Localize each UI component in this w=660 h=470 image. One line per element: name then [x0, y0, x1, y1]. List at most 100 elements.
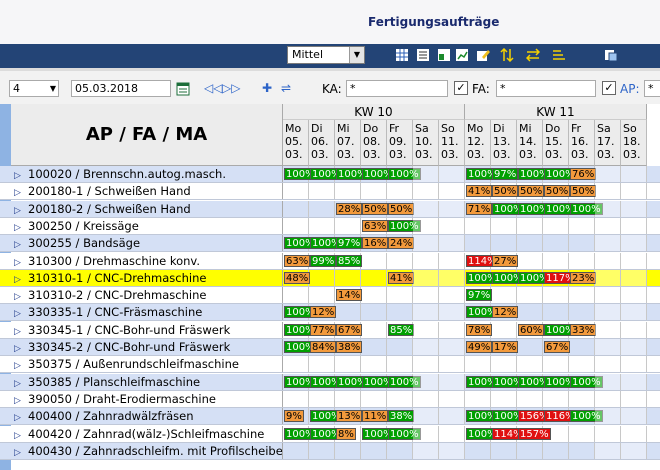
load-cell[interactable]: 100%: [569, 373, 603, 390]
load-cell[interactable]: [387, 304, 413, 321]
load-cell[interactable]: [439, 183, 465, 200]
load-cell[interactable]: [621, 217, 647, 234]
load-cell[interactable]: 50%: [361, 200, 389, 217]
load-cell[interactable]: 12%: [309, 304, 337, 321]
load-cell[interactable]: [569, 390, 595, 407]
expand-arrow-icon[interactable]: ▷: [14, 188, 21, 199]
count-select[interactable]: 4 ▼: [9, 80, 59, 97]
load-cell[interactable]: [595, 235, 621, 252]
load-cell[interactable]: [413, 390, 439, 407]
load-cell[interactable]: [595, 304, 621, 321]
list-view-icon[interactable]: [416, 48, 430, 62]
load-cell[interactable]: [413, 304, 439, 321]
load-cell[interactable]: 100%: [491, 373, 525, 390]
table-row[interactable]: ▷ 310300 / Drehmaschine konv. 63% 99% 85% 114…: [0, 252, 660, 270]
load-cell[interactable]: 50%: [387, 200, 415, 217]
day-header[interactable]: Mi 14. 03.: [517, 120, 543, 166]
load-cell[interactable]: [517, 287, 543, 304]
load-cell[interactable]: [517, 442, 543, 459]
load-cell[interactable]: [621, 373, 647, 390]
load-cell[interactable]: 100%: [543, 200, 577, 217]
zoom-select[interactable]: Mittel ▼: [287, 46, 365, 64]
load-cell[interactable]: [621, 321, 647, 338]
load-cell[interactable]: 100%: [465, 408, 499, 425]
expand-arrow-icon[interactable]: ▷: [14, 326, 21, 337]
table-row[interactable]: ▷ 400400 / Zahnradwälzfräsen 9% 100% 13% 11% 3…: [0, 408, 660, 426]
load-cell[interactable]: 100%: [491, 269, 525, 286]
load-cell[interactable]: 100%: [465, 269, 499, 286]
row-label[interactable]: ▷ 350385 / Planschleifmaschine: [11, 373, 283, 390]
load-cell[interactable]: 100%: [309, 425, 343, 442]
load-cell[interactable]: 85%: [335, 252, 363, 269]
table-row[interactable]: ▷ 310310-1 / CNC-Drehmaschine 48% 41% 100% 10…: [0, 269, 660, 287]
expand-arrow-icon[interactable]: ▷: [14, 292, 21, 303]
load-cell[interactable]: 60%: [517, 321, 545, 338]
table-row[interactable]: ▷ 350385 / Planschleifmaschine 100% 100% 100…: [0, 373, 660, 391]
load-cell[interactable]: [543, 287, 569, 304]
load-cell[interactable]: 63%: [361, 217, 389, 234]
load-cell[interactable]: 100%: [283, 321, 317, 338]
date-input[interactable]: 05.03.2018: [71, 80, 171, 97]
load-cell[interactable]: [361, 287, 387, 304]
expand-arrow-icon[interactable]: ▷: [14, 309, 21, 320]
load-cell[interactable]: [335, 217, 361, 234]
load-cell[interactable]: [595, 252, 621, 269]
load-cell[interactable]: 84%: [309, 339, 337, 355]
load-cell[interactable]: [491, 356, 517, 373]
load-cell[interactable]: [413, 425, 439, 442]
load-cell[interactable]: [309, 390, 335, 407]
load-cell[interactable]: 17%: [491, 339, 519, 355]
align-lines-icon[interactable]: [552, 48, 566, 62]
load-cell[interactable]: 38%: [387, 408, 415, 425]
load-cell[interactable]: [621, 408, 647, 425]
load-cell[interactable]: [517, 304, 543, 321]
load-cell[interactable]: [517, 339, 543, 355]
table-row[interactable]: ▷ 330345-2 / CNC-Bohr-und Fräswerk 100% 84%…: [0, 339, 660, 356]
calendar-view-icon[interactable]: [437, 48, 451, 62]
load-cell[interactable]: 12%: [491, 304, 519, 321]
load-cell[interactable]: 33%: [569, 321, 597, 338]
export-icon[interactable]: [604, 48, 618, 62]
load-cell[interactable]: [569, 356, 595, 373]
expand-arrow-icon[interactable]: ▷: [14, 205, 21, 216]
load-cell[interactable]: 100%: [335, 166, 369, 182]
load-cell[interactable]: 114%: [491, 425, 525, 442]
load-cell[interactable]: [283, 183, 309, 200]
load-cell[interactable]: [283, 442, 309, 459]
load-cell[interactable]: [543, 390, 569, 407]
load-cell[interactable]: [335, 183, 361, 200]
load-cell[interactable]: [569, 425, 595, 442]
expand-icon[interactable]: ✚: [262, 81, 273, 95]
load-cell[interactable]: [569, 252, 595, 269]
load-cell[interactable]: 100%: [387, 425, 421, 442]
load-cell[interactable]: 100%: [283, 425, 317, 442]
table-row[interactable]: ▷ 200180-1 / Schweißen Hand 41% 50% 50% 50% 50…: [0, 183, 660, 201]
table-row[interactable]: ▷ 100020 / Brennschn.autog.masch. 100% 100%…: [0, 166, 660, 183]
load-cell[interactable]: 13%: [335, 408, 363, 425]
load-cell[interactable]: [543, 425, 569, 442]
load-cell[interactable]: 78%: [465, 321, 493, 338]
day-header[interactable]: Sa 10. 03.: [413, 120, 439, 166]
load-cell[interactable]: [543, 235, 569, 252]
sort-vertical-icon[interactable]: [500, 48, 514, 62]
load-cell[interactable]: 100%: [309, 235, 343, 252]
load-cell[interactable]: [387, 183, 413, 200]
load-cell[interactable]: [439, 217, 465, 234]
load-cell[interactable]: [361, 252, 387, 269]
load-cell[interactable]: [361, 356, 387, 373]
load-cell[interactable]: [439, 200, 465, 217]
load-cell[interactable]: [621, 200, 647, 217]
row-label[interactable]: ▷ 400420 / Zahnrad(wälz-)Schleifmaschine: [11, 425, 283, 442]
load-cell[interactable]: 100%: [543, 373, 577, 390]
load-cell[interactable]: [517, 252, 543, 269]
load-cell[interactable]: 49%: [465, 339, 493, 355]
load-cell[interactable]: [465, 356, 491, 373]
load-cell[interactable]: [491, 217, 517, 234]
table-row[interactable]: ▷ 300250 / Kreissäge 63% 100%: [0, 217, 660, 235]
load-cell[interactable]: 77%: [309, 321, 337, 338]
load-cell[interactable]: 99%: [309, 252, 337, 269]
load-cell[interactable]: 9%: [283, 408, 309, 425]
load-cell[interactable]: 27%: [491, 252, 519, 269]
row-label[interactable]: ▷ 310310-2 / CNC-Drehmaschine: [11, 287, 283, 304]
load-cell[interactable]: 100%: [283, 339, 317, 355]
